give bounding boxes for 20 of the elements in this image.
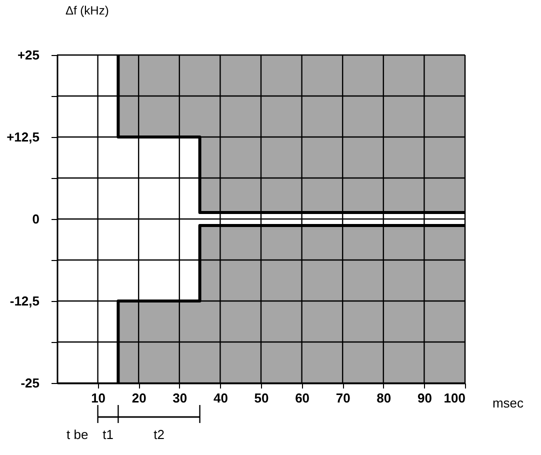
x-tick-label: 60 [295, 390, 310, 406]
x-axis-title: msec [492, 396, 524, 410]
x-tick-label: 40 [213, 390, 228, 406]
y-axis-title: Δf (kHz) [66, 4, 109, 18]
x-tick-label: 80 [376, 390, 392, 406]
x-tick-label: 30 [172, 390, 188, 406]
x-tick-label: 50 [254, 390, 269, 406]
y-tick-label: 0 [32, 212, 40, 226]
x-tick-label: 90 [417, 390, 432, 406]
y-tick-label: -12,5 [10, 294, 40, 308]
x-tick-label: 20 [132, 390, 146, 406]
text: t be [66, 427, 88, 442]
text: t2 [154, 427, 164, 442]
x-tick-label: 100 [444, 390, 466, 406]
x-tick-label: 70 [336, 390, 350, 406]
y-tick-label: +25 [17, 48, 40, 62]
y-tick-label: -25 [20, 376, 40, 390]
x-tick-label: 10 [91, 390, 106, 406]
y-tick-label: +12,5 [6, 130, 40, 144]
text: t1 [102, 427, 114, 442]
